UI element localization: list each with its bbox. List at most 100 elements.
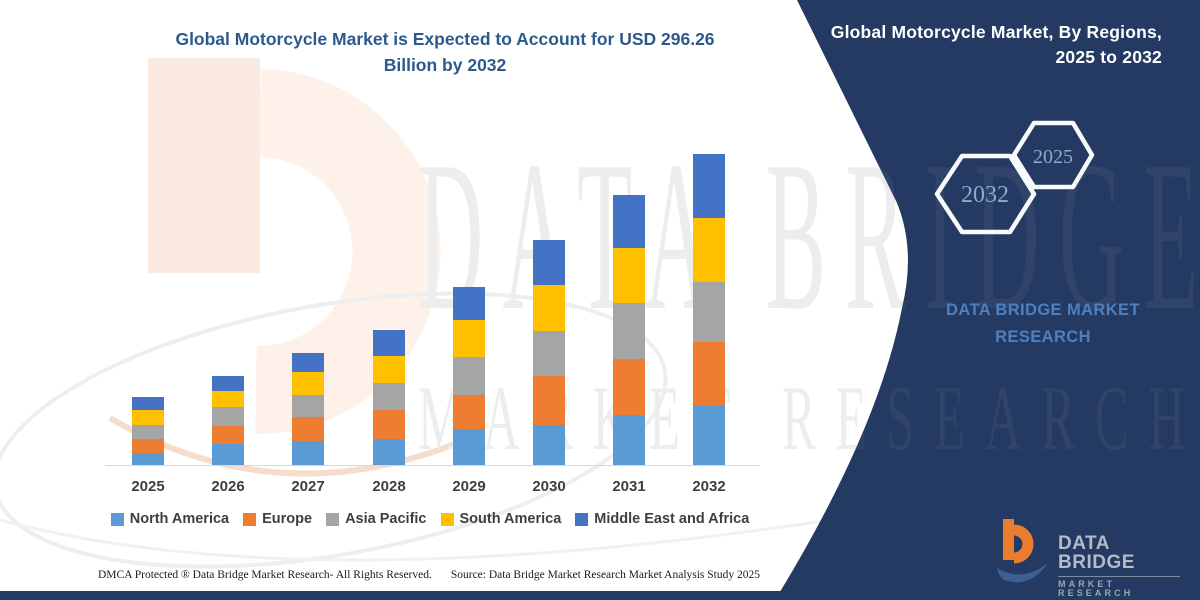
stacked-bar-2032 xyxy=(693,154,725,465)
bar-segment-south-america xyxy=(132,410,164,425)
stacked-bar-2026 xyxy=(212,375,244,465)
bar-segment-europe xyxy=(373,410,405,439)
x-axis-line xyxy=(105,465,760,466)
x-axis-label-2026: 2026 xyxy=(211,478,245,495)
bar-segment-europe xyxy=(613,359,645,415)
bar-segment-south-america xyxy=(613,247,645,304)
chart-title: Global Motorcycle Market is Expected to … xyxy=(120,26,770,79)
bar-segment-south-america xyxy=(212,391,244,408)
legend-label: South America xyxy=(459,511,562,527)
x-axis-label-2029: 2029 xyxy=(452,478,486,495)
bar-segment-south-america xyxy=(292,371,324,395)
bar-segment-south-america xyxy=(533,285,565,331)
bar-segment-europe xyxy=(212,425,244,445)
panel-brand-line2: RESEARCH xyxy=(995,327,1091,346)
bar-segment-europe xyxy=(533,376,565,425)
legend-item-north-america: North America xyxy=(110,511,230,527)
legend-label: Europe xyxy=(262,511,313,527)
bar-segment-north-america xyxy=(132,452,164,465)
legend-item-middle-east-and-africa: Middle East and Africa xyxy=(575,511,749,527)
legend-item-europe: Europe xyxy=(243,511,312,527)
bar-segment-europe xyxy=(693,341,725,407)
bar-segment-south-america xyxy=(693,218,725,282)
bar-segment-asia-pacific xyxy=(212,407,244,426)
bar-segment-asia-pacific xyxy=(373,383,405,411)
hexagon-2032-label: 2032 xyxy=(961,182,1009,208)
bar-segment-middle-east-and-africa xyxy=(533,240,565,285)
bar-segment-middle-east-and-africa xyxy=(212,375,244,392)
side-panel-title-line2: 2025 to 2032 xyxy=(1055,46,1162,67)
bar-segment-south-america xyxy=(453,320,485,358)
hexagon-2032 xyxy=(934,153,1037,235)
chart-legend: North America Europe Asia Pacific South Ame… xyxy=(85,511,775,527)
bar-segment-middle-east-and-africa xyxy=(132,397,164,411)
logo-subtitle: MARKET RESEARCH xyxy=(1058,579,1134,598)
bar-segment-asia-pacific xyxy=(533,330,565,377)
source-text: Source: Data Bridge Market Research Mark… xyxy=(450,569,760,581)
hexagon-2025 xyxy=(1011,120,1095,190)
hexagon-2025-label: 2025 xyxy=(1033,146,1073,168)
bar-segment-middle-east-and-africa xyxy=(373,329,405,356)
bar-segment-asia-pacific xyxy=(693,281,725,342)
stacked-bar-2028 xyxy=(373,329,405,465)
stacked-bar-2031 xyxy=(613,195,645,465)
bar-segment-north-america xyxy=(693,406,725,465)
bar-segment-middle-east-and-africa xyxy=(693,154,725,219)
legend-item-asia-pacific: Asia Pacific xyxy=(326,511,427,527)
panel-brand-line1: DATA BRIDGE MARKET xyxy=(946,301,1140,319)
logo-divider xyxy=(1058,576,1180,577)
bar-segment-europe xyxy=(292,416,324,441)
legend-swatch xyxy=(440,512,454,526)
bar-segment-middle-east-and-africa xyxy=(292,353,324,372)
stacked-bar-2029 xyxy=(453,286,485,465)
x-axis-label-2027: 2027 xyxy=(291,478,325,495)
stacked-bar-2025 xyxy=(132,397,164,465)
dmca-text: DMCA Protected ® Data Bridge Market Rese… xyxy=(98,569,432,581)
stacked-bar-2030 xyxy=(533,240,565,465)
x-axis-label-2025: 2025 xyxy=(131,478,165,495)
logo-name: DATA BRIDGE xyxy=(1058,533,1135,573)
swoosh-watermark xyxy=(0,291,831,569)
x-axis-label-2031: 2031 xyxy=(612,478,646,495)
bar-segment-north-america xyxy=(373,438,405,465)
bar-segment-south-america xyxy=(373,355,405,384)
x-axis-label-2028: 2028 xyxy=(372,478,406,495)
bar-segment-middle-east-and-africa xyxy=(453,286,485,321)
legend-label: Middle East and Africa xyxy=(594,511,750,527)
bar-segment-north-america xyxy=(613,414,645,465)
legend-swatch xyxy=(575,512,589,526)
data-bridge-logo: DATA BRIDGE MARKET RESEARCH xyxy=(996,517,1180,598)
bar-segment-north-america xyxy=(453,428,485,465)
bar-segment-asia-pacific xyxy=(453,357,485,395)
bar-segment-north-america xyxy=(533,424,565,465)
side-panel-title-line1: Global Motorcycle Market, By Regions, xyxy=(830,22,1162,42)
x-axis-label-2030: 2030 xyxy=(532,478,566,495)
data-bridge-b-icon xyxy=(997,519,1048,583)
logo-text: DATA BRIDGE MARKET RESEARCH xyxy=(1058,534,1180,598)
bar-segment-europe xyxy=(132,438,164,453)
panel-brand-text: DATA BRIDGE MARKET RESEARCH xyxy=(928,297,1158,350)
bottom-bar xyxy=(0,591,1200,600)
chart-title-line1: Global Motorcycle Market is Expected to … xyxy=(175,29,715,49)
bar-segment-asia-pacific xyxy=(132,424,164,439)
legend-item-south-america: South America xyxy=(440,511,562,527)
chart-title-line2: Billion by 2032 xyxy=(383,55,507,76)
x-axis-label-2032: 2032 xyxy=(692,478,726,495)
bar-segment-north-america xyxy=(212,444,244,465)
legend-swatch xyxy=(326,512,340,526)
side-panel-title: Global Motorcycle Market, By Regions, 20… xyxy=(831,20,1162,70)
footer: DMCA Protected ® Data Bridge Market Rese… xyxy=(98,569,760,581)
bar-segment-north-america xyxy=(292,440,324,465)
stacked-bar-2027 xyxy=(292,353,324,465)
legend-swatch xyxy=(243,512,257,526)
bar-segment-asia-pacific xyxy=(292,394,324,417)
bar-segment-middle-east-and-africa xyxy=(613,195,645,248)
bar-segment-europe xyxy=(453,394,485,429)
legend-swatch xyxy=(110,512,124,526)
bar-segment-asia-pacific xyxy=(613,303,645,359)
legend-label: North America xyxy=(129,511,230,527)
legend-label: Asia Pacific xyxy=(345,511,427,527)
